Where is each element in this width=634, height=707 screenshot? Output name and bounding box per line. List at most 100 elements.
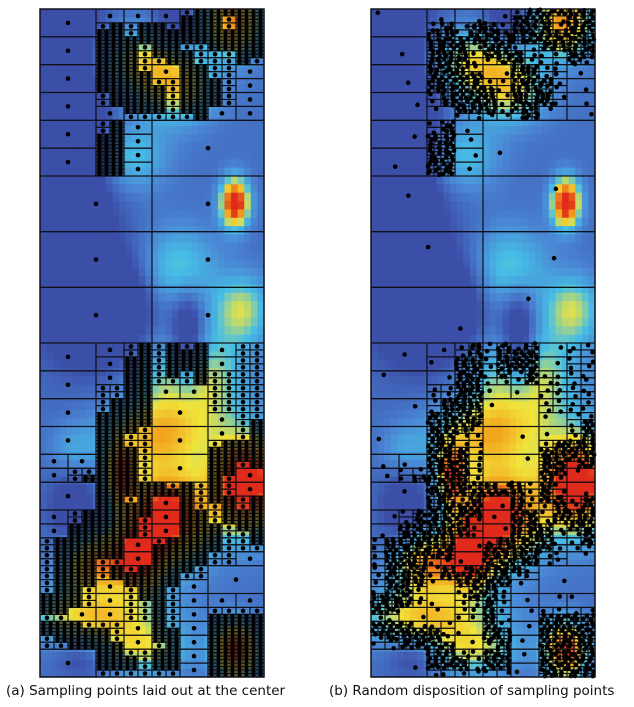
heatmap-pixel <box>204 292 212 302</box>
heatmap-pixel <box>79 660 87 670</box>
heatmap-pixel <box>231 593 239 603</box>
heatmap-pixel <box>86 259 94 269</box>
heatmap-pixel <box>165 393 173 403</box>
sampling-point <box>223 43 228 48</box>
heatmap-pixel <box>119 393 127 403</box>
heatmap-pixel <box>66 651 74 661</box>
heatmap-pixel <box>178 668 186 678</box>
heatmap-pixel <box>165 284 173 294</box>
heatmap-pixel <box>211 142 219 152</box>
heatmap-pixel <box>112 317 120 327</box>
sampling-point <box>195 39 200 45</box>
heatmap-pixel <box>125 117 133 127</box>
heatmap-pixel <box>211 176 219 185</box>
heatmap-pixel <box>165 292 173 302</box>
heatmap-pixel <box>198 284 206 294</box>
heatmap-pixel <box>125 167 133 177</box>
heatmap-pixel <box>86 343 94 352</box>
heatmap-pixel <box>178 251 186 261</box>
sampling-point <box>104 43 109 48</box>
heatmap-pixel <box>257 568 265 578</box>
heatmap-pixel <box>184 150 193 160</box>
heatmap-pixel <box>250 192 259 202</box>
heatmap-pixel <box>184 117 193 127</box>
heatmap-pixel <box>191 292 199 302</box>
sampling-point <box>153 43 158 48</box>
heatmap-pixel <box>198 409 206 419</box>
heatmap-pixel <box>198 618 206 628</box>
heatmap-pixel <box>178 343 186 352</box>
heatmap-pixel <box>72 134 81 144</box>
heatmap-pixel <box>231 201 239 210</box>
heatmap-pixel <box>112 359 120 369</box>
sampling-point <box>258 53 263 59</box>
heatmap-pixel <box>178 401 186 411</box>
sampling-point <box>128 31 134 36</box>
heatmap-pixel <box>250 292 259 302</box>
heatmap-pixel <box>66 192 74 202</box>
heatmap-pixel <box>53 468 61 478</box>
heatmap-pixel <box>112 276 120 286</box>
heatmap-pixel <box>53 301 61 311</box>
sampling-point <box>118 71 123 76</box>
heatmap-pixel <box>105 192 114 202</box>
sampling-point <box>237 46 242 52</box>
heatmap-pixel <box>178 192 186 202</box>
heatmap-pixel <box>59 134 67 144</box>
heatmap-pixel <box>40 368 48 377</box>
heatmap-pixel <box>244 317 252 327</box>
heatmap-pixel <box>92 267 100 277</box>
heatmap-pixel <box>224 125 232 135</box>
heatmap-pixel <box>184 576 193 586</box>
heatmap-pixel <box>224 593 232 603</box>
heatmap-pixel <box>231 409 239 419</box>
heatmap-pixel <box>112 535 120 544</box>
heatmap-pixel <box>257 560 265 570</box>
heatmap-pixel <box>79 668 87 678</box>
heatmap-pixel <box>46 234 54 244</box>
heatmap-pixel <box>250 568 259 578</box>
heatmap-pixel <box>217 568 226 578</box>
heatmap-pixel <box>79 643 87 653</box>
sampling-point <box>111 64 116 69</box>
heatmap-pixel <box>184 643 193 653</box>
heatmap-pixel <box>59 501 67 511</box>
heatmap-pixel <box>171 167 179 177</box>
heatmap-pixel <box>237 585 245 595</box>
heatmap-pixel <box>178 159 186 169</box>
heatmap-pixel <box>158 309 166 319</box>
heatmap-pixel <box>198 510 206 519</box>
heatmap-pixel <box>66 134 74 144</box>
heatmap-pixel <box>237 109 245 119</box>
heatmap-pixel <box>165 167 173 177</box>
heatmap-pixel <box>79 443 87 453</box>
heatmap-pixel <box>138 159 147 169</box>
heatmap-pixel <box>217 226 226 236</box>
heatmap-pixel <box>79 459 87 469</box>
heatmap-pixel <box>46 226 54 236</box>
heatmap-pixel <box>171 393 179 403</box>
heatmap-pixel <box>59 217 67 227</box>
heatmap-pixel <box>138 242 147 252</box>
heatmap-pixel <box>211 309 219 319</box>
heatmap-pixel <box>79 476 87 486</box>
heatmap-pixel <box>171 9 179 18</box>
heatmap-pixel <box>59 142 67 152</box>
heatmap-pixel <box>59 100 67 110</box>
sampling-point <box>258 32 263 38</box>
sampling-point <box>65 48 71 54</box>
heatmap-pixel <box>59 267 67 277</box>
heatmap-pixel <box>40 334 48 344</box>
heatmap-pixel <box>158 259 166 269</box>
sampling-point <box>146 32 151 38</box>
heatmap-pixel <box>198 309 206 319</box>
heatmap-pixel <box>40 267 48 277</box>
heatmap-pixel <box>138 543 147 553</box>
sampling-point <box>251 18 256 24</box>
heatmap-pixel <box>112 468 120 478</box>
heatmap-pixel <box>40 443 48 453</box>
heatmap-pixel <box>72 234 81 244</box>
heatmap-pixel <box>119 17 127 27</box>
heatmap-pixel <box>244 100 252 110</box>
heatmap-pixel <box>152 17 160 27</box>
